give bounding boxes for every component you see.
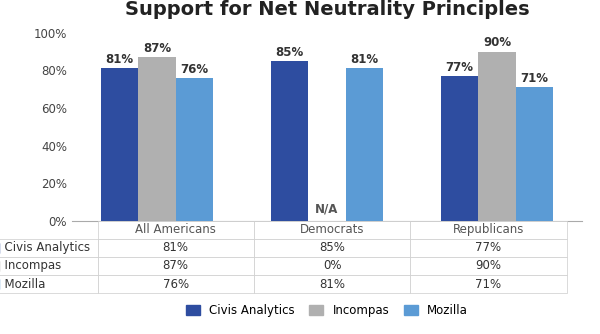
Text: 85%: 85% [275,46,304,59]
Bar [478,51,516,221]
Bar [346,68,383,221]
Text: 81%: 81% [350,53,379,66]
Text: N/A: N/A [316,202,338,215]
Bar [271,61,308,221]
Bar [516,87,553,221]
Text: 81%: 81% [106,53,134,66]
Legend: Civis Analytics, Incompas, Mozilla: Civis Analytics, Incompas, Mozilla [181,299,473,321]
Bar [441,76,478,221]
Text: 76%: 76% [181,62,208,75]
Text: 90%: 90% [483,36,511,49]
Text: 87%: 87% [143,42,171,55]
Title: Support for Net Neutrality Principles: Support for Net Neutrality Principles [125,0,529,19]
Text: 71%: 71% [520,72,548,85]
Bar [176,78,213,221]
Text: 77%: 77% [446,61,473,74]
Bar [139,57,176,221]
Bar [101,68,139,221]
